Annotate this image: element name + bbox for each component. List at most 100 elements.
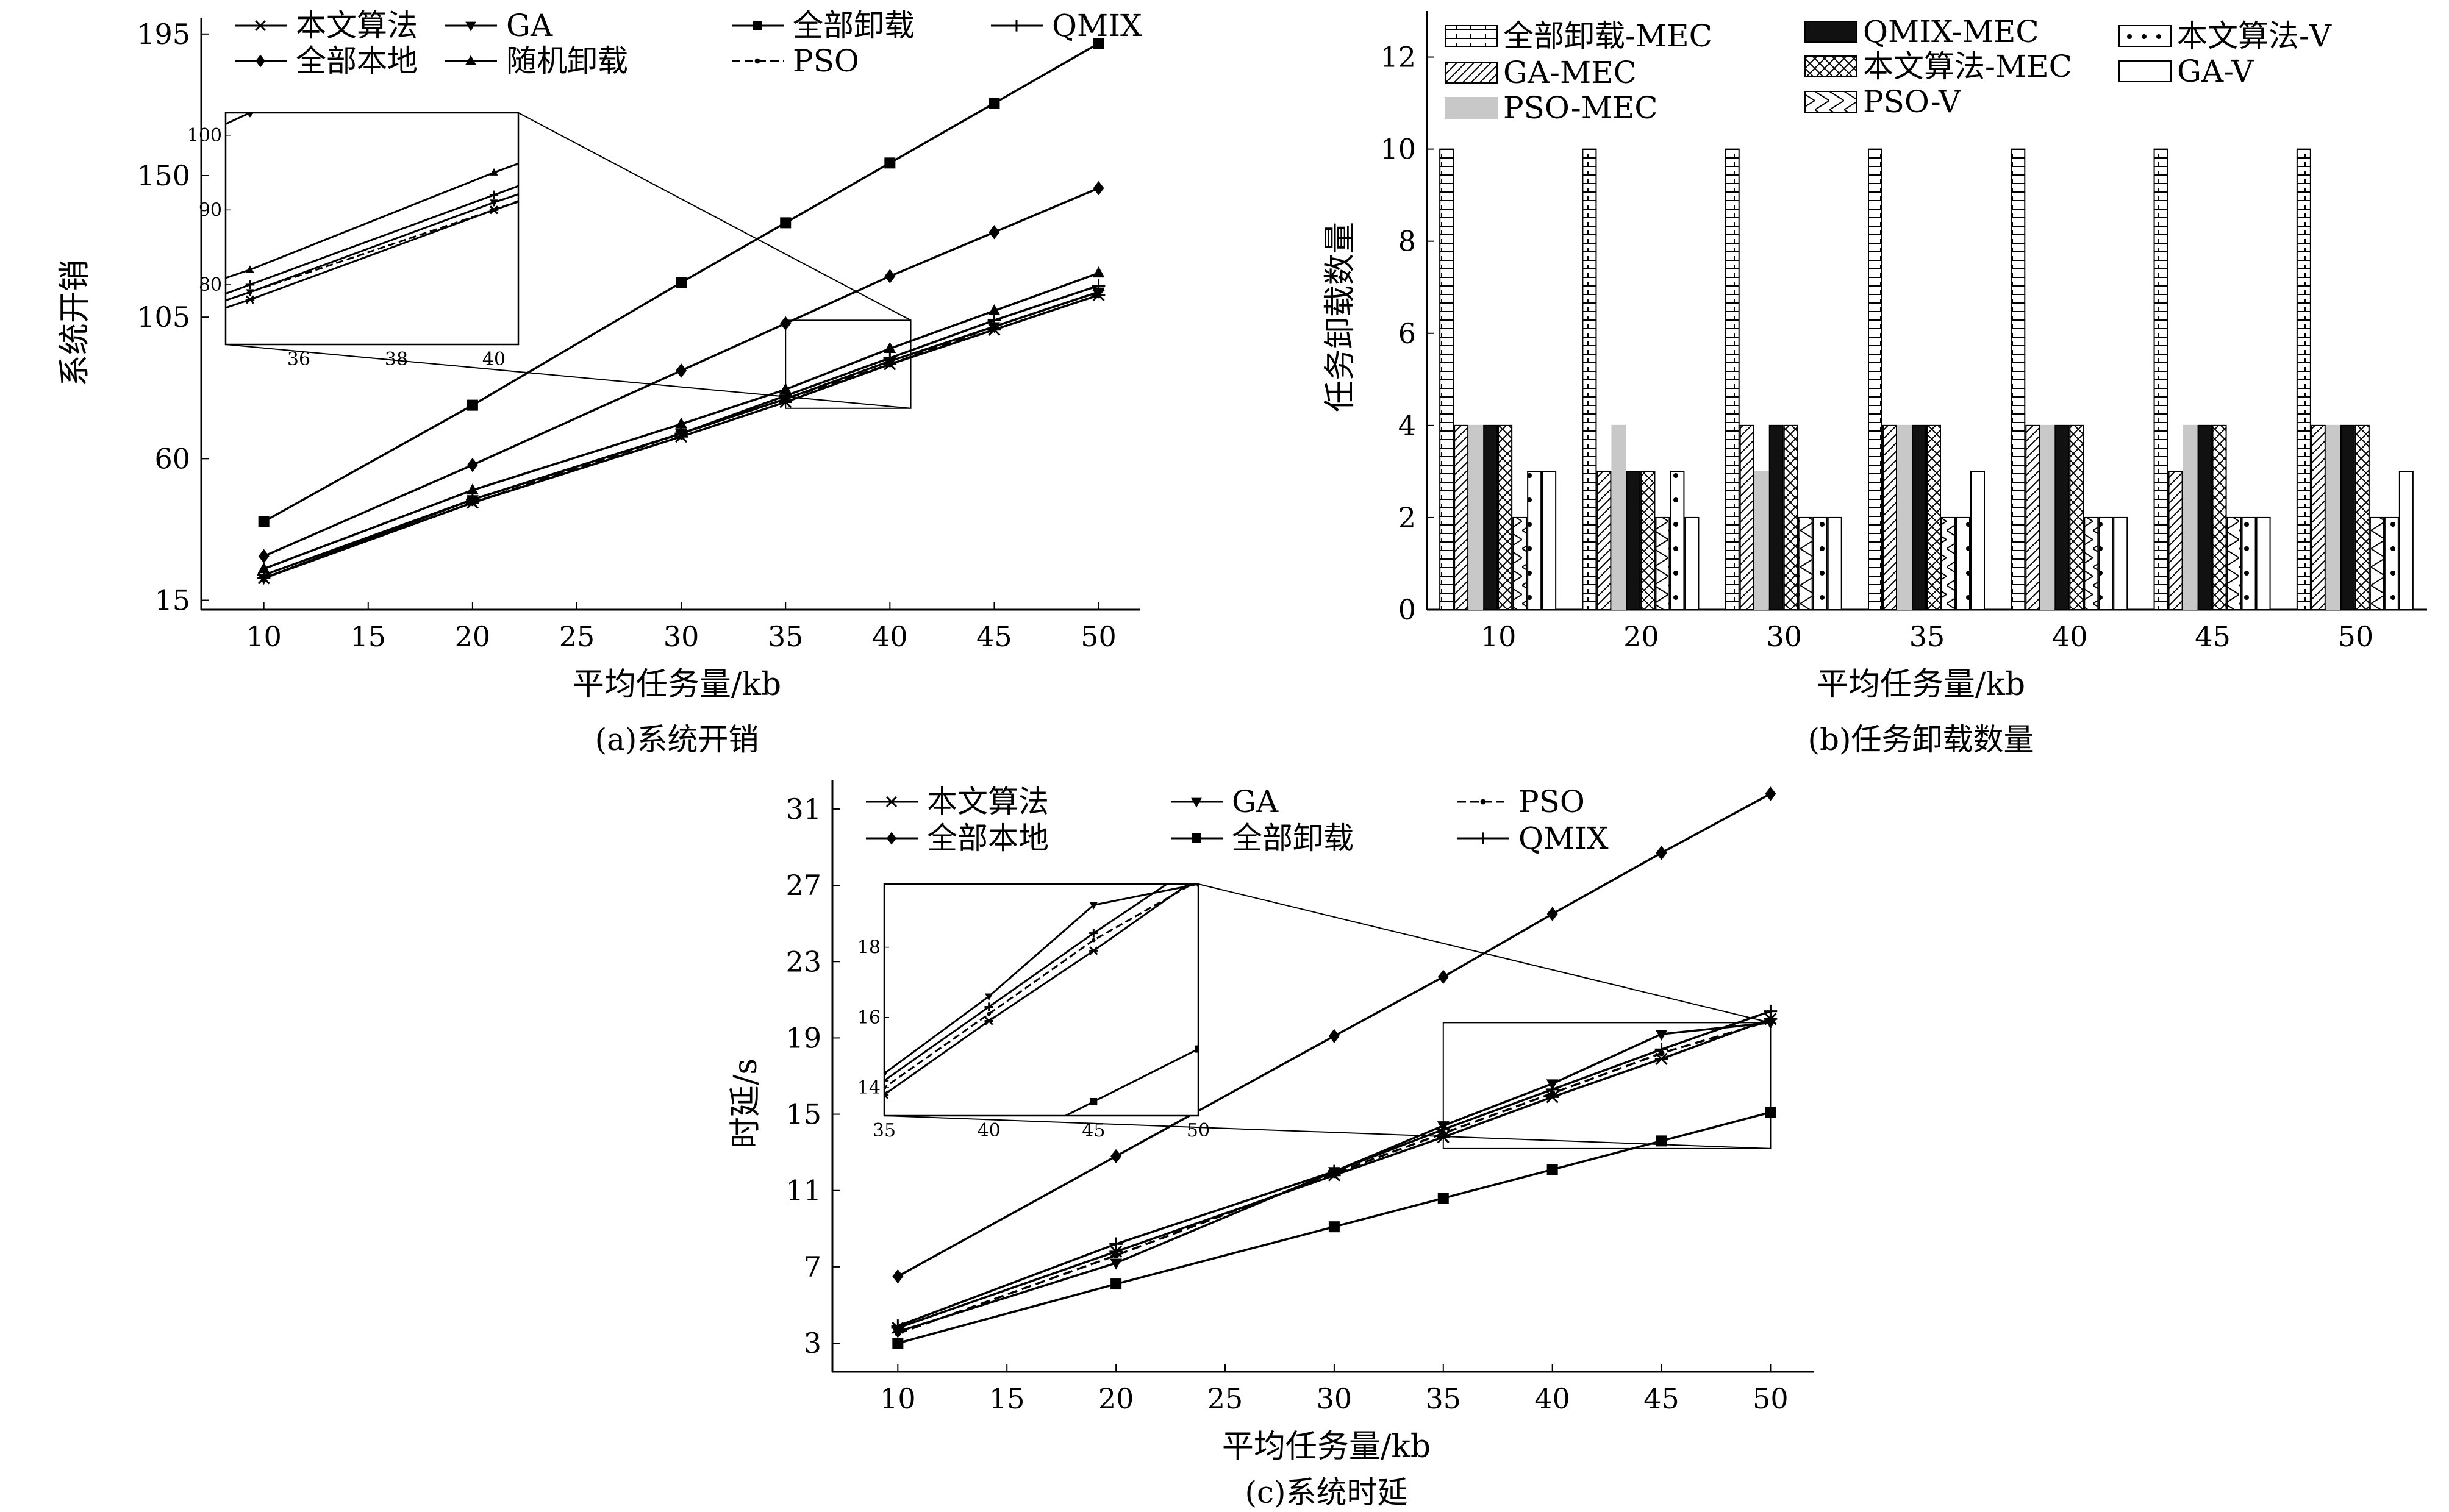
data-point-marker [1656, 846, 1667, 860]
x-tick-label: 25 [1207, 1382, 1243, 1415]
bar [2311, 424, 2326, 610]
y-tick-label: 195 [137, 18, 190, 51]
legend-marker [1480, 799, 1486, 805]
legend-label: 全部本地 [296, 43, 418, 79]
data-point-marker [466, 493, 479, 507]
legend-label: 随机卸载 [506, 43, 628, 79]
x-tick-label: 35 [1426, 1382, 1462, 1415]
inset-marker [1090, 1097, 1098, 1105]
x-tick-label: 20 [1098, 1382, 1134, 1415]
x-tick-label: 20 [455, 620, 491, 653]
inset-marker [884, 1076, 889, 1085]
legend-marker [887, 832, 896, 845]
legend-label: GA [1232, 784, 1279, 819]
data-point-marker [674, 427, 688, 440]
data-point-marker [1655, 1029, 1668, 1041]
data-point-marker [780, 217, 792, 229]
inset-marker [1195, 1045, 1198, 1053]
data-point-marker [1109, 1237, 1123, 1251]
inset-x-tick-label: 50 [1187, 1120, 1210, 1141]
y-tick-label: 4 [1398, 409, 1416, 442]
panel-a-xlabel: 平均任务量/kb [573, 666, 781, 703]
data-point-marker [1113, 1252, 1120, 1259]
x-tick-label: 45 [976, 620, 1012, 653]
y-tick-label: 105 [137, 301, 190, 333]
inset-x-tick-label: 36 [287, 349, 310, 370]
y-tick-label: 0 [1398, 593, 1416, 626]
data-point-marker [1437, 969, 1449, 984]
legend-label: QMIX-MEC [1863, 14, 2039, 49]
legend-swatch [2118, 25, 2172, 47]
y-tick-label: 7 [804, 1250, 821, 1283]
bar [2296, 148, 2311, 611]
inset-marker [492, 208, 496, 212]
inset-y-tick-label: 14 [857, 1077, 881, 1099]
legend-swatch [1445, 97, 1498, 119]
bar [2384, 516, 2399, 611]
x-tick-label: 40 [1534, 1382, 1570, 1415]
bar [1596, 471, 1612, 611]
inset-y-tick-label: 18 [857, 937, 881, 958]
data-point-marker [257, 562, 270, 574]
inset-marker [984, 1016, 993, 1025]
data-point-marker [884, 269, 896, 284]
bar [2011, 148, 2026, 611]
legend-marker [465, 21, 476, 32]
data-point-marker [892, 1338, 904, 1349]
bar [1868, 148, 1882, 611]
y-tick-label: 150 [137, 159, 190, 192]
data-point-marker [1437, 1193, 1449, 1204]
bar [1970, 471, 1985, 611]
legend-label: PSO-V [1863, 84, 1961, 119]
bar [2369, 516, 2384, 611]
inset-marker [1194, 858, 1203, 867]
data-point-marker [258, 516, 270, 527]
bar [1754, 471, 1769, 611]
bar [2212, 424, 2227, 610]
x-tick-label: 30 [1317, 1382, 1353, 1415]
x-tick-label: 45 [1643, 1382, 1679, 1415]
legend-swatch [1804, 55, 1857, 77]
inset-marker [246, 265, 254, 273]
data-point-marker [1654, 1043, 1668, 1056]
bar [2325, 424, 2340, 610]
x-tick-label: 25 [559, 620, 595, 653]
data-point-marker [1328, 1221, 1340, 1233]
legend-marker [465, 55, 476, 65]
inset-y-tick-label: 80 [199, 274, 222, 296]
inset-marker [490, 168, 498, 176]
panel-b-xlabel: 平均任务量/kb [1817, 666, 2025, 703]
data-point-marker [1093, 180, 1104, 196]
x-tick-label: 40 [872, 620, 908, 653]
inset-marker [881, 1204, 888, 1211]
x-tick-label: 20 [1623, 620, 1659, 653]
legend-label: PSO [1518, 784, 1585, 819]
bar [2153, 148, 2168, 611]
bar [1956, 516, 1970, 611]
zoom-connector [225, 344, 911, 409]
inset-marker [248, 290, 252, 294]
bar [1812, 516, 1828, 611]
inset-x-tick-label: 40 [978, 1120, 1001, 1141]
bar [1768, 424, 1784, 610]
x-tick-label: 50 [2338, 620, 2374, 653]
panel-a-ylabel: 系统开销 [57, 260, 93, 387]
legend-swatch [1445, 62, 1498, 84]
x-tick-label: 35 [1909, 620, 1945, 653]
y-tick-label: 11 [785, 1174, 821, 1207]
bar [1527, 471, 1542, 611]
inset-marker [1089, 946, 1098, 955]
data-point-marker [1110, 1149, 1122, 1164]
inset-marker [245, 295, 255, 304]
y-tick-label: 60 [154, 442, 190, 475]
bar [2054, 424, 2070, 610]
x-tick-label: 10 [1481, 620, 1517, 653]
inset-series-line [226, 162, 518, 279]
legend-label: GA-MEC [1503, 55, 1637, 90]
inset-plot [881, 458, 1203, 1211]
bar [2069, 424, 2084, 610]
inset-marker [1195, 458, 1202, 468]
inset-frame [883, 883, 1199, 1117]
zoom-connector [884, 1115, 1771, 1149]
bar [2241, 516, 2256, 611]
